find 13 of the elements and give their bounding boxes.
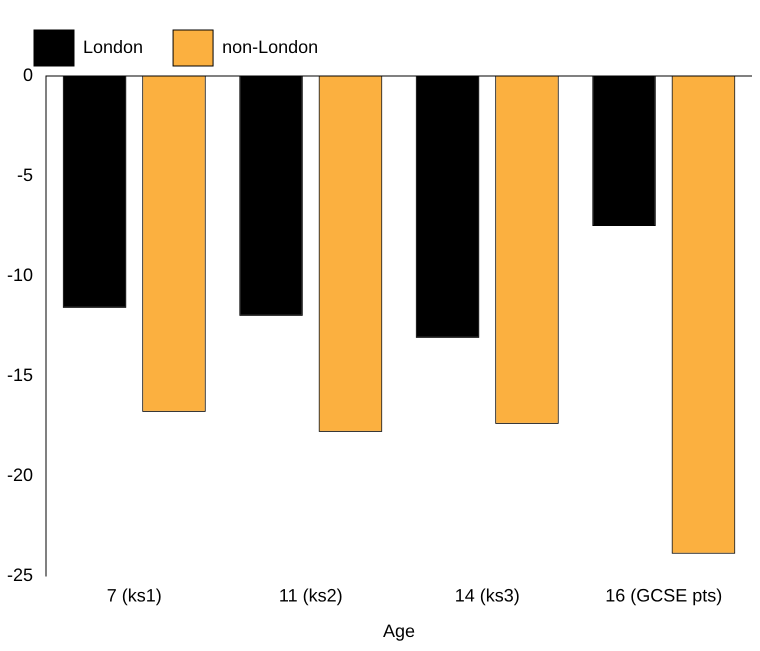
legend-label: non-London <box>222 36 318 57</box>
y-tick-label: -25 <box>7 564 34 585</box>
x-tick-label: 11 (ks2) <box>278 586 343 606</box>
x-tick-label: 16 (GCSE pts) <box>605 586 722 606</box>
legend-label: London <box>83 36 144 57</box>
y-tick-label: -5 <box>17 164 34 185</box>
y-tick-label: -15 <box>7 364 34 385</box>
y-tick-label: -10 <box>7 264 34 285</box>
x-axis-title: Age <box>382 621 416 642</box>
x-tick-label: 7 (ks1) <box>106 586 162 606</box>
y-tick-label: 0 <box>23 64 34 85</box>
x-tick-label: 14 (ks3) <box>454 586 520 606</box>
y-tick-label: -20 <box>7 464 34 485</box>
